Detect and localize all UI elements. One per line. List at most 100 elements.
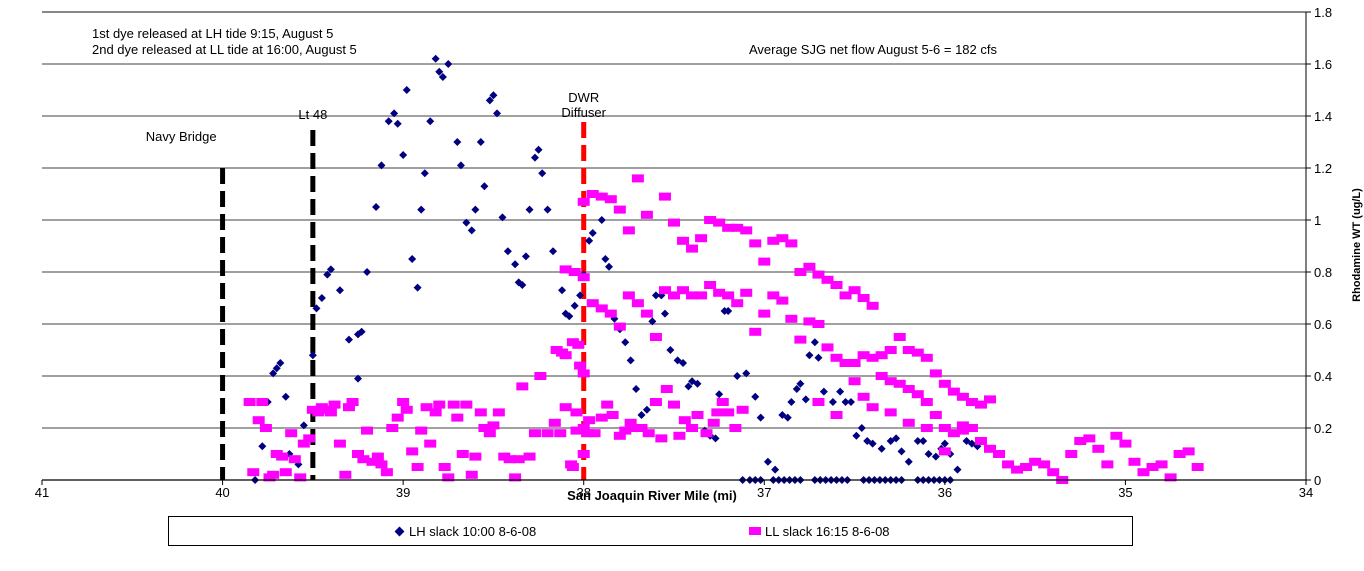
ll-slack-point [523, 452, 536, 461]
marker-label: Navy Bridge [146, 129, 217, 144]
ll-slack-point [794, 335, 807, 344]
ll-slack-point [785, 314, 798, 323]
data-points [243, 54, 1204, 484]
ll-slack-point [740, 226, 753, 235]
ll-slack-point [902, 385, 915, 393]
ll-slack-point [686, 244, 699, 253]
ll-slack-point [1011, 465, 1024, 474]
lh-slack-point [317, 294, 326, 302]
ll-slack-point [722, 223, 735, 232]
ll-slack-point [740, 288, 753, 297]
ll-slack-point [429, 408, 442, 417]
x-axis-title: San Joaquin River Mile (mi) [567, 488, 737, 503]
lh-slack-point [651, 291, 660, 300]
lh-slack-point [493, 109, 502, 118]
y-tick-label: 0.6 [1314, 317, 1332, 332]
ll-slack-point [947, 387, 960, 396]
lh-slack-point [787, 398, 796, 406]
ll-slack-point [956, 392, 969, 401]
ll-slack-point [866, 301, 879, 310]
ll-slack-point [673, 431, 686, 440]
ll-slack-point [252, 416, 265, 425]
ll-slack-point [366, 457, 379, 466]
lh-slack-point [357, 327, 366, 336]
ll-slack-point [574, 361, 587, 370]
lh-slack-point [660, 309, 669, 318]
lh-slack-point [462, 218, 471, 227]
lh-slack-point [402, 86, 411, 94]
ll-slack-point [346, 398, 359, 406]
legend-item-lh: LH slack 10:00 8-6-08 [394, 517, 536, 545]
lh-slack-point [863, 437, 872, 445]
ll-slack-point [716, 398, 729, 406]
ll-slack-point [658, 192, 671, 201]
lh-slack-point [344, 335, 353, 344]
ll-slack-point [848, 359, 861, 367]
lh-slack-point [814, 353, 823, 362]
ll-slack-point [1029, 457, 1042, 466]
lh-slack-point [962, 437, 971, 445]
ll-slack-point [622, 291, 635, 300]
y-tick-label: 1.8 [1314, 5, 1332, 20]
ll-slack-point [677, 286, 690, 295]
ll-slack-point [956, 426, 969, 435]
ll-slack-point [595, 192, 608, 201]
ll-slack-point [812, 320, 825, 328]
ll-slack-point [767, 236, 780, 245]
ll-slack-point [758, 309, 771, 318]
ll-slack-point [736, 405, 749, 414]
ll-slack-point [342, 403, 355, 412]
ll-slack-point [554, 429, 567, 438]
lh-slack-point [444, 60, 453, 68]
ll-slack-point [938, 379, 951, 388]
ll-slack-point [711, 408, 724, 417]
lh-slack-point [308, 351, 317, 360]
ll-slack-point [613, 205, 626, 214]
lh-slack-point [393, 119, 402, 128]
ll-slack-point [893, 333, 906, 341]
ll-slack-point [397, 398, 410, 406]
ll-slack-point [640, 210, 653, 219]
ll-slack-point [577, 424, 590, 432]
ll-slack-point [875, 351, 888, 360]
lh-slack-point [399, 151, 408, 159]
ll-slack-point [559, 403, 572, 412]
ll-slack-point [570, 426, 583, 435]
lh-slack-point [588, 229, 597, 237]
ll-slack-point [1020, 463, 1033, 471]
ll-slack-point [956, 421, 969, 430]
lh-slack-point [480, 182, 489, 191]
ll-slack-point [474, 408, 487, 417]
x-tick-label: 41 [35, 485, 49, 500]
ll-slack-point [1119, 439, 1132, 448]
ll-slack-point [635, 424, 648, 432]
ll-slack-point [839, 291, 852, 300]
lh-slack-point [585, 236, 594, 245]
ll-slack-point [487, 421, 500, 430]
ll-slack-point [803, 317, 816, 326]
ll-slack-point [821, 275, 834, 284]
ll-slack-point [613, 322, 626, 331]
ll-slack-point [749, 327, 762, 336]
y-tick-label: 0.4 [1314, 369, 1332, 384]
ll-slack-point [595, 413, 608, 422]
ll-slack-point [974, 437, 987, 445]
ll-slack-point [767, 291, 780, 300]
lh-slack-point [805, 351, 814, 360]
y-tick-label: 1.2 [1314, 161, 1332, 176]
ll-slack-point [821, 343, 834, 352]
ll-slack-point [586, 190, 599, 198]
ll-slack-point [371, 452, 384, 461]
ll-slack-point [722, 291, 735, 300]
ll-slack-point [1146, 463, 1159, 471]
x-tick-label: 38 [576, 485, 590, 500]
ll-slack-point [686, 291, 699, 300]
ll-slack-point [451, 413, 464, 422]
ll-slack-point [857, 294, 870, 302]
lh-slack-point [538, 169, 547, 178]
ll-slack-point [1173, 450, 1186, 458]
ll-slack-point [1155, 460, 1168, 469]
lh-slack-point [792, 385, 801, 393]
ll-slack-point [324, 408, 337, 417]
lh-slack-point [570, 301, 579, 310]
